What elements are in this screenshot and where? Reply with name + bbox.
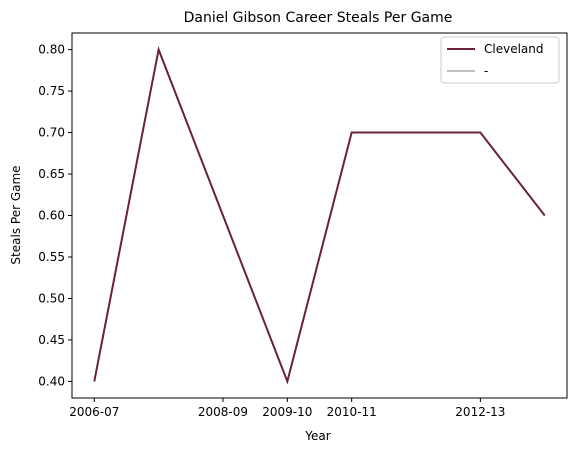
legend-label-1: - [484,64,488,78]
series-layer [93,45,546,385]
x-tick-label: 2012-13 [455,405,505,419]
y-tick-label: 0.55 [38,250,65,264]
legend: Cleveland - [440,36,560,84]
y-tick-label: 0.70 [38,126,65,140]
x-axis-label: Year [304,429,330,443]
y-axis-label: Steals Per Game [9,165,23,264]
y-axis: 0.40 0.45 0.50 0.55 0.60 0.65 0.70 0.75 0.80 [38,43,72,388]
y-tick-label: 0.45 [38,333,65,347]
chart-title: Daniel Gibson Career Steals Per Game [184,10,453,26]
y-tick-label: 0.65 [38,167,65,181]
series-line-0 [93,45,546,385]
y-tick-label: 0.40 [38,374,65,388]
legend-label-0: Cleveland [484,42,544,56]
y-tick-label: 0.75 [38,84,65,98]
x-tick-label: 2008-09 [198,405,248,419]
y-tick-label: 0.60 [38,209,65,223]
plot-area [71,32,568,399]
x-tick-label: 2010-11 [327,405,377,419]
x-tick-label: 2009-10 [262,405,312,419]
x-axis: 2006-07 2008-09 2009-10 2010-11 2012-13 [69,398,505,419]
x-tick-label: 2006-07 [69,405,119,419]
y-tick-label: 0.80 [38,43,65,57]
y-tick-label: 0.50 [38,291,65,305]
